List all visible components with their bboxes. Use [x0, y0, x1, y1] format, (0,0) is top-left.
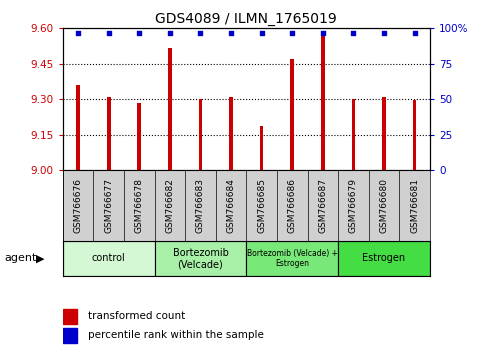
Text: GSM766686: GSM766686 — [288, 178, 297, 233]
Bar — [352, 99, 355, 170]
Bar — [413, 100, 416, 170]
Text: GSM766684: GSM766684 — [227, 178, 236, 233]
Text: percentile rank within the sample: percentile rank within the sample — [88, 330, 264, 341]
Bar — [229, 97, 233, 170]
Text: GSM766678: GSM766678 — [135, 178, 144, 233]
Point — [227, 30, 235, 35]
Title: GDS4089 / ILMN_1765019: GDS4089 / ILMN_1765019 — [156, 12, 337, 26]
Text: GSM766682: GSM766682 — [165, 178, 174, 233]
Bar — [107, 97, 111, 170]
Text: ▶: ▶ — [36, 253, 45, 263]
Bar — [63, 309, 77, 324]
Point — [380, 30, 388, 35]
Bar — [199, 99, 202, 170]
Bar — [63, 241, 155, 276]
Point — [288, 30, 296, 35]
Point — [166, 30, 174, 35]
Text: GSM766679: GSM766679 — [349, 178, 358, 233]
Bar — [76, 85, 80, 170]
Point — [350, 30, 357, 35]
Text: agent: agent — [5, 253, 37, 263]
Text: Estrogen: Estrogen — [362, 253, 406, 263]
Bar — [168, 48, 171, 170]
Bar — [246, 241, 338, 276]
Text: GSM766683: GSM766683 — [196, 178, 205, 233]
Bar — [382, 97, 386, 170]
Point — [411, 30, 418, 35]
Text: GSM766677: GSM766677 — [104, 178, 113, 233]
Text: control: control — [92, 253, 126, 263]
Point — [105, 30, 113, 35]
Text: GSM766680: GSM766680 — [380, 178, 388, 233]
Bar — [138, 103, 141, 170]
Point — [319, 30, 327, 35]
Bar — [290, 59, 294, 170]
Text: GSM766676: GSM766676 — [73, 178, 83, 233]
Point — [74, 30, 82, 35]
Text: transformed count: transformed count — [88, 311, 186, 321]
Text: GSM766687: GSM766687 — [318, 178, 327, 233]
Text: GSM766681: GSM766681 — [410, 178, 419, 233]
Bar — [260, 126, 263, 170]
Point — [135, 30, 143, 35]
Text: GSM766685: GSM766685 — [257, 178, 266, 233]
Point — [258, 30, 266, 35]
Bar — [63, 328, 77, 343]
Point — [197, 30, 204, 35]
Bar — [155, 241, 246, 276]
Text: Bortezomib (Velcade) +
Estrogen: Bortezomib (Velcade) + Estrogen — [247, 249, 338, 268]
Text: Bortezomib
(Velcade): Bortezomib (Velcade) — [172, 247, 228, 269]
Bar — [338, 241, 430, 276]
Bar — [321, 34, 325, 170]
